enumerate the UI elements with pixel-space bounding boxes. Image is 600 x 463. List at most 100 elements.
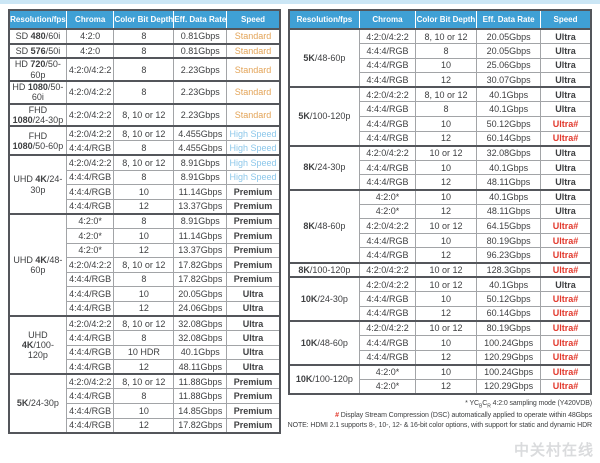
data-rate-cell: 20.05Gbps xyxy=(476,28,542,45)
chroma-cell: 4:2:0* xyxy=(359,378,416,395)
table-header: Resolution/fps Chroma Color Bit Depth Eff. … xyxy=(9,10,280,30)
data-rate-cell: 14.85Gbps xyxy=(173,403,228,419)
resolution-cell: 10K/100-120p xyxy=(288,363,361,395)
chroma-cell: 4:4:4/RGB xyxy=(359,101,416,118)
bit-depth-cell: 10 xyxy=(113,286,175,302)
speed-cell: Ultra xyxy=(226,314,281,332)
chroma-cell: 4:4:4/RGB xyxy=(359,174,416,191)
speed-cell: Ultra xyxy=(540,43,592,59)
table-row: 5K/24-30p 4:2:0/4:2:2 8, 10 or 12 11.88Gbps… xyxy=(8,373,281,434)
data-rate-cell: 96.23Gbps xyxy=(476,247,542,263)
resolution-cell: 5K/100-120p xyxy=(288,86,361,147)
speed-cell: Standard xyxy=(226,57,281,82)
resolution-cell: UHD 4K/100-120p xyxy=(8,314,67,375)
resolution-bold: 5K xyxy=(298,111,310,122)
chroma-cell: 4:4:4/RGB xyxy=(359,349,416,366)
data-rate-cell: 100.24Gbps xyxy=(476,334,542,351)
data-rate-cell: 17.82Gbps xyxy=(173,417,228,434)
bit-depth-cell: 8, 10 or 12 xyxy=(113,102,175,127)
speed-cell: Ultra xyxy=(226,359,281,375)
bit-depth-cell: 12 xyxy=(113,300,175,317)
resolution-suffix: /24-30p xyxy=(314,162,346,173)
chroma-cell: 4:4:4/RGB xyxy=(65,140,115,156)
resolution-prefix: FHD xyxy=(28,104,48,115)
data-rate-cell: 11.88Gbps xyxy=(173,388,228,405)
resolution-cell: HD 720/50-60p xyxy=(8,57,67,82)
resolution-prefix: HD xyxy=(12,81,28,92)
data-rate-cell: 48.11Gbps xyxy=(173,359,228,375)
data-rate-cell: 80.19Gbps xyxy=(476,232,542,249)
chroma-cell: 4:4:4/RGB xyxy=(359,305,416,322)
resolution-bold: 8K xyxy=(298,264,310,275)
resolution-cell: SD 576/50i xyxy=(8,42,67,59)
speed-cell: Premium xyxy=(226,212,281,229)
chroma-cell: 4:2:0/4:2:2 xyxy=(359,276,416,293)
chroma-cell: 4:4:4/RGB xyxy=(65,403,115,419)
speed-cell: Ultra# xyxy=(540,363,592,380)
resolution-cell: FHD 1080/50-60p xyxy=(8,125,67,156)
speed-cell: Premium xyxy=(226,417,281,434)
resolution-suffix: /48-60p xyxy=(314,220,346,231)
bit-depth-cell: 8, 10 or 12 xyxy=(414,28,478,45)
resolution-cell: 5K/24-30p xyxy=(8,373,67,434)
speed-cell: Standard xyxy=(226,79,281,105)
chroma-cell: 4:2:0/4:2:2 xyxy=(359,86,416,103)
data-rate-cell: 48.11Gbps xyxy=(476,203,542,220)
column-header: Chroma xyxy=(359,10,416,30)
chroma-cell: 4:4:4/RGB xyxy=(65,286,115,302)
bit-depth-cell: 10 xyxy=(414,116,478,132)
data-rate-cell: 64.15Gbps xyxy=(476,218,542,234)
speed-cell: Premium xyxy=(226,403,281,419)
data-rate-cell: 40.1Gbps xyxy=(476,188,542,205)
table-row: 4:4:4/RGB 12 120.29Gbps Ultra# xyxy=(289,349,592,366)
speed-cell: Ultra# xyxy=(540,349,592,366)
resolution-prefix: SD xyxy=(15,45,31,56)
data-rate-cell: 50.12Gbps xyxy=(476,291,542,307)
bit-depth-cell: 10 xyxy=(414,291,478,307)
bit-depth-cell: 10 or 12 xyxy=(414,218,478,234)
bit-depth-cell: 10 HDR xyxy=(113,344,175,361)
speed-cell: Ultra# xyxy=(540,232,592,249)
bit-depth-cell: 12 xyxy=(414,72,478,88)
table-row: 4:4:4/RGB 10 40.1Gbps Ultra xyxy=(289,159,592,176)
data-rate-cell: 0.81Gbps xyxy=(173,42,228,59)
table-row: 4:4:4/RGB 10 100.24Gbps Ultra# xyxy=(289,334,592,351)
chroma-cell: 4:4:4/RGB xyxy=(65,330,115,346)
chroma-cell: 4:2:0/4:2:2 xyxy=(359,218,416,234)
bit-depth-cell: 8, 10 or 12 xyxy=(113,314,175,332)
data-rate-cell: 60.14Gbps xyxy=(476,305,542,322)
table-row: 4:4:4/RGB 12 48.11Gbps Ultra xyxy=(289,174,592,191)
chroma-cell: 4:4:4/RGB xyxy=(359,247,416,263)
bit-depth-cell: 10 xyxy=(113,184,175,200)
chroma-cell: 4:2:0/4:2:2 xyxy=(65,79,115,105)
chroma-cell: 4:2:0* xyxy=(65,242,115,259)
bit-depth-cell: 10 xyxy=(414,159,478,176)
speed-cell: Ultra xyxy=(226,300,281,317)
speed-cell: Ultra# xyxy=(540,218,592,234)
chroma-cell: 4:4:4/RGB xyxy=(359,291,416,307)
data-rate-cell: 4.455Gbps xyxy=(173,140,228,156)
resolution-bold: 1080 xyxy=(12,140,33,151)
column-header: Color Bit Depth xyxy=(113,10,174,30)
column-header: Chroma xyxy=(65,10,114,30)
bit-depth-cell: 8 xyxy=(113,79,175,105)
table-row: HD 720/50-60p 4:2:0/4:2:2 8 2.23Gbps Standar… xyxy=(8,57,281,82)
footnote-sampling-sub-r: R xyxy=(487,403,491,410)
data-rate-cell: 11.88Gbps xyxy=(173,373,228,390)
watermark: 中关村在线 xyxy=(513,442,594,459)
speed-cell: Ultra xyxy=(226,330,281,346)
table-body: SD 480/60i 4:2:0 8 0.81Gbps Standard SD 576/5… xyxy=(8,28,281,434)
resolution-prefix: UHD xyxy=(13,174,36,185)
resolution-cell: 8K/48-60p xyxy=(288,188,361,263)
speed-cell: Ultra xyxy=(540,86,592,103)
chroma-cell: 4:2:0* xyxy=(65,227,115,244)
speed-cell: Standard xyxy=(226,42,281,59)
bit-depth-cell: 8, 10 or 12 xyxy=(414,86,478,103)
speed-cell: Ultra# xyxy=(540,247,592,263)
resolution-prefix: UHD xyxy=(28,329,48,340)
chroma-cell: 4:4:4/RGB xyxy=(359,130,416,147)
bit-depth-cell: 12 xyxy=(414,305,478,322)
data-rate-cell: 20.05Gbps xyxy=(476,43,542,59)
column-header: Speed xyxy=(226,10,280,30)
bit-depth-cell: 12 xyxy=(113,359,175,375)
